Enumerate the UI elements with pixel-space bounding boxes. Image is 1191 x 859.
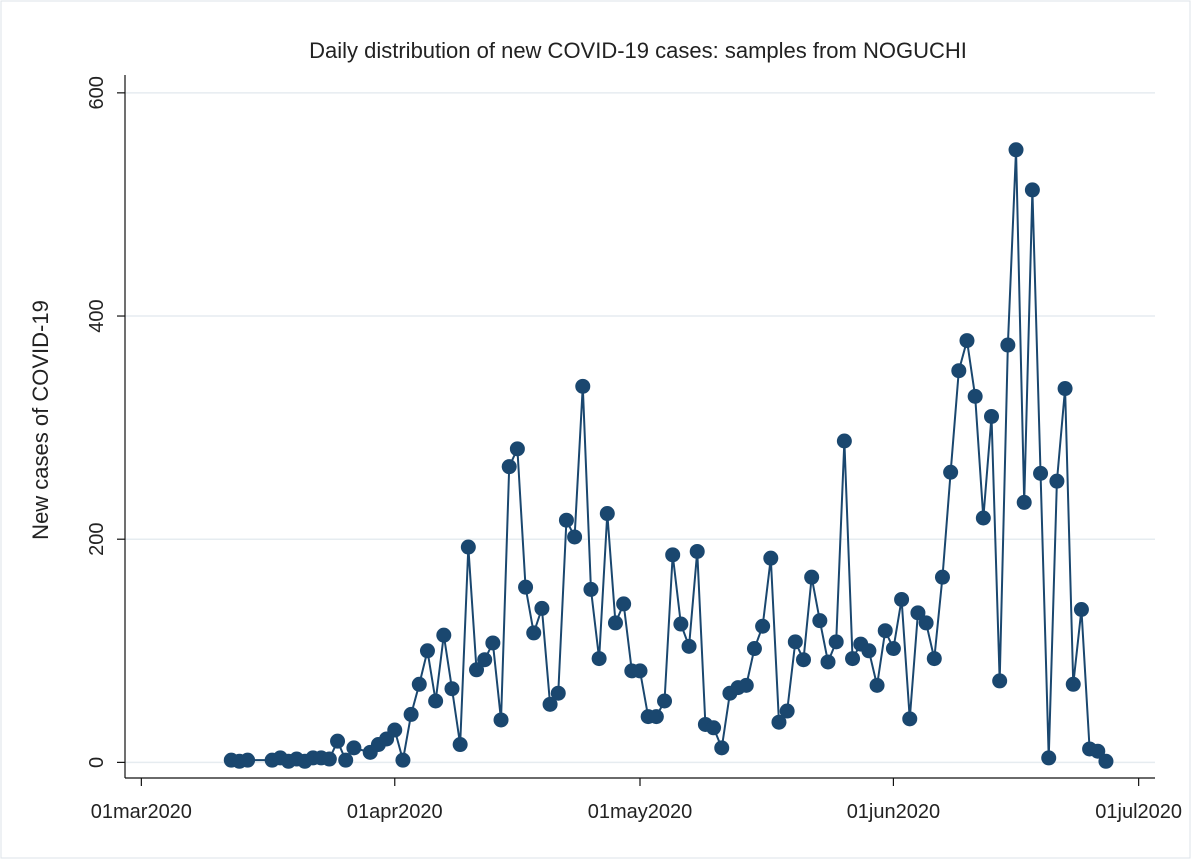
point — [845, 651, 861, 667]
point — [746, 641, 762, 657]
point — [1033, 465, 1049, 481]
point — [820, 654, 836, 670]
point — [444, 681, 460, 697]
point — [869, 677, 885, 693]
point — [526, 625, 542, 641]
point — [1057, 381, 1073, 397]
y-axis-title: New cases of COVID-19 — [28, 300, 53, 540]
point — [984, 408, 1000, 424]
point — [992, 673, 1008, 689]
point — [975, 510, 991, 526]
point — [657, 693, 673, 709]
point — [436, 627, 452, 643]
point — [812, 613, 828, 629]
point — [1098, 753, 1114, 769]
point — [346, 740, 362, 756]
x-tick-label: 01mar2020 — [91, 801, 192, 823]
point — [1041, 750, 1057, 766]
point — [714, 740, 730, 756]
x-tick-label: 01jun2020 — [847, 801, 940, 823]
point — [1049, 473, 1065, 489]
point — [926, 651, 942, 667]
point — [689, 543, 705, 559]
point — [558, 512, 574, 528]
point — [1073, 602, 1089, 618]
point — [706, 720, 722, 736]
point — [951, 363, 967, 379]
point — [542, 696, 558, 712]
point — [452, 737, 468, 753]
point — [632, 663, 648, 679]
point — [1065, 676, 1081, 692]
point — [1016, 494, 1032, 510]
point — [779, 703, 795, 719]
point — [836, 433, 852, 449]
point — [681, 638, 697, 654]
point — [338, 752, 354, 768]
point — [616, 596, 632, 612]
point — [902, 711, 918, 727]
point — [583, 581, 599, 597]
point — [477, 652, 493, 668]
point — [501, 459, 517, 475]
point — [918, 615, 934, 631]
point — [885, 641, 901, 657]
point — [804, 569, 820, 585]
point — [828, 634, 844, 650]
point — [1000, 337, 1016, 353]
point — [509, 441, 525, 457]
y-tick-label: 400 — [86, 299, 108, 332]
point — [738, 677, 754, 693]
point — [567, 529, 583, 545]
point — [599, 506, 615, 522]
point — [1024, 182, 1040, 198]
point — [1008, 142, 1024, 158]
point — [395, 752, 411, 768]
x-tick-label: 01may2020 — [588, 801, 693, 823]
point — [419, 643, 435, 659]
point — [787, 634, 803, 650]
point — [240, 752, 256, 768]
point — [861, 643, 877, 659]
point — [877, 623, 893, 639]
point — [665, 547, 681, 563]
point — [428, 693, 444, 709]
x-tick-label: 01jul2020 — [1095, 801, 1182, 823]
point — [1090, 743, 1106, 759]
point — [771, 714, 787, 730]
point — [321, 751, 337, 767]
point — [550, 685, 566, 701]
point — [460, 539, 476, 555]
point — [534, 600, 550, 616]
chart-title: Daily distribution of new COVID-19 cases… — [309, 38, 967, 63]
point — [795, 652, 811, 668]
point — [591, 651, 607, 667]
point — [518, 579, 534, 595]
point — [959, 333, 975, 349]
point — [403, 706, 419, 722]
point — [910, 605, 926, 621]
point — [673, 616, 689, 632]
y-tick-label: 0 — [86, 757, 108, 768]
point — [387, 722, 403, 738]
y-tick-label: 600 — [86, 76, 108, 109]
point — [763, 550, 779, 566]
point — [943, 464, 959, 480]
point — [575, 378, 591, 394]
point — [967, 388, 983, 404]
point — [469, 662, 485, 678]
point — [607, 615, 623, 631]
point — [934, 569, 950, 585]
point — [755, 618, 771, 634]
point — [894, 591, 910, 607]
point — [493, 712, 509, 728]
point — [485, 635, 501, 651]
point — [330, 733, 346, 749]
point — [411, 676, 427, 692]
point — [648, 709, 664, 725]
y-tick-label: 200 — [86, 523, 108, 556]
x-tick-label: 01apr2020 — [347, 801, 443, 823]
